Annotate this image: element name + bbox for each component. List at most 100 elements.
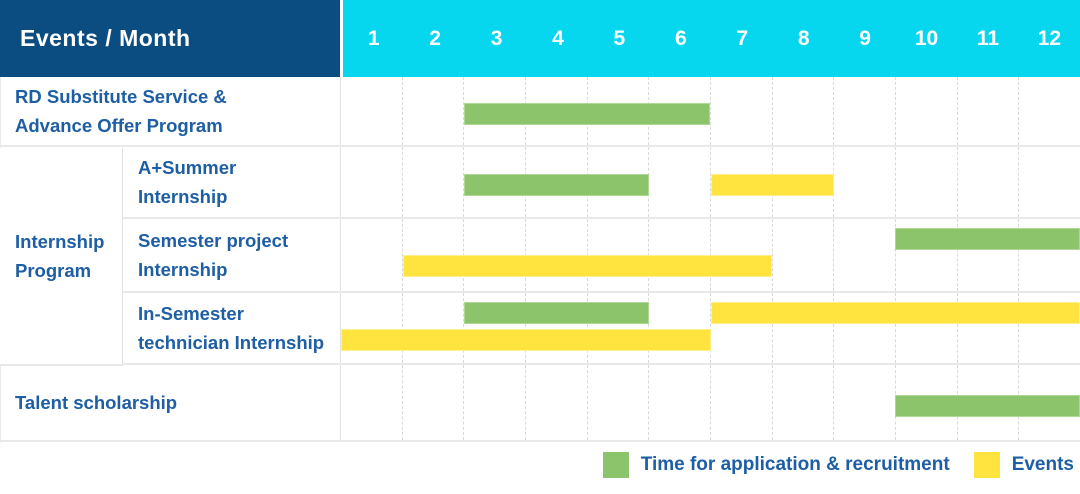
legend-item-application: Time for application & recruitment bbox=[602, 452, 950, 478]
month-grid-cell bbox=[771, 365, 834, 440]
month-grid-cell bbox=[956, 77, 1019, 145]
month-grid-cell bbox=[341, 77, 402, 145]
row-label-line: Talent scholarship bbox=[15, 392, 178, 413]
month-grid-cell bbox=[648, 147, 710, 217]
month-grid-cell bbox=[771, 219, 834, 291]
legend-label: Time for application & recruitment bbox=[640, 454, 950, 475]
gantt-bar-event bbox=[402, 255, 773, 277]
month-grid-cell bbox=[525, 293, 587, 363]
month-grid-cell bbox=[401, 293, 464, 363]
month-header-cell-12: 12 bbox=[1037, 26, 1062, 50]
month-grid-cell bbox=[586, 365, 649, 440]
gantt-bar-application bbox=[895, 228, 1080, 250]
row-label-line: Internship bbox=[138, 259, 228, 280]
month-grid-cell bbox=[341, 365, 402, 440]
gantt-row: A+Summer Internship bbox=[0, 147, 1080, 219]
month-grid-cell bbox=[895, 219, 957, 291]
gantt-row: Talent scholarship bbox=[0, 365, 1080, 442]
month-grid-cell bbox=[401, 365, 464, 440]
month-grid-cell bbox=[463, 365, 525, 440]
row-label-line: In-Semester bbox=[138, 303, 244, 324]
month-header-cell-3: 3 bbox=[490, 26, 503, 50]
group-label-line: Internship bbox=[15, 231, 105, 252]
group-label-line: Program bbox=[15, 260, 92, 281]
row-label-line: Advance Offer Program bbox=[15, 115, 223, 136]
row-label: Talent scholarship bbox=[0, 365, 340, 440]
legend-swatch-yellow bbox=[973, 452, 1000, 478]
row-chart-area bbox=[340, 365, 1080, 440]
gantt-bar-application bbox=[464, 302, 649, 324]
month-grid-cell bbox=[833, 147, 895, 217]
group-label-internship-program: Internship Program bbox=[0, 148, 123, 366]
month-header-cell-5: 5 bbox=[613, 26, 626, 50]
legend: Time for application & recruitment Events bbox=[602, 452, 1074, 478]
month-header-cell-6: 6 bbox=[674, 26, 687, 50]
row-chart-area bbox=[340, 293, 1080, 363]
month-header-cell-1: 1 bbox=[367, 26, 380, 50]
row-label-line: RD Substitute Service & bbox=[15, 86, 227, 107]
month-grid-cell bbox=[771, 77, 834, 145]
month-grid-cell bbox=[341, 147, 402, 217]
gantt-bar-event bbox=[710, 174, 834, 196]
row-label: Semester project Internship bbox=[123, 219, 340, 291]
month-header-cell-4: 4 bbox=[552, 26, 564, 50]
row-chart-area bbox=[340, 77, 1080, 145]
gantt-bar-application bbox=[895, 394, 1080, 417]
legend-label: Events bbox=[1011, 454, 1074, 475]
legend-swatch-green bbox=[602, 452, 629, 478]
legend-item-event: Events bbox=[973, 452, 1074, 478]
month-grid-cell bbox=[710, 365, 772, 440]
month-header-cell-9: 9 bbox=[859, 26, 871, 50]
month-header-cell-10: 10 bbox=[914, 26, 939, 50]
gantt-bar-application bbox=[464, 174, 649, 196]
month-grid-cell bbox=[463, 77, 525, 145]
month-grid-cell bbox=[463, 147, 525, 217]
month-grid-cell bbox=[1018, 293, 1080, 363]
gantt-row: Semester project Internship bbox=[0, 219, 1080, 293]
month-grid-cell bbox=[833, 365, 895, 440]
month-grid-cell bbox=[1018, 77, 1080, 145]
row-label-line: Semester project bbox=[138, 230, 289, 251]
month-grid-cell bbox=[648, 293, 710, 363]
month-header: 1 2 3 4 5 6 7 8 9 10 11 12 bbox=[340, 0, 1080, 77]
month-grid-cell bbox=[341, 219, 402, 291]
month-grid-cell bbox=[895, 147, 957, 217]
gantt-bar-application bbox=[464, 103, 711, 125]
gantt-bar-event bbox=[341, 329, 711, 351]
gantt-body: RD Substitute Service & Advance Offer Pro… bbox=[0, 77, 1080, 443]
month-header-cell-8: 8 bbox=[797, 26, 810, 50]
month-grid-cell bbox=[833, 77, 895, 145]
row-chart-area bbox=[340, 219, 1080, 291]
month-grid-cell bbox=[401, 147, 464, 217]
row-label-line: A+Summer bbox=[138, 157, 237, 178]
month-grid-cell bbox=[833, 293, 895, 363]
month-grid-cell bbox=[895, 77, 957, 145]
month-grid-cell bbox=[956, 147, 1019, 217]
row-label: A+Summer Internship bbox=[123, 147, 340, 217]
month-header-cell-2: 2 bbox=[429, 26, 441, 50]
header-title: Events / Month bbox=[20, 25, 191, 51]
month-gridlines bbox=[341, 293, 1080, 363]
month-grid-cell bbox=[648, 365, 710, 440]
month-grid-cell bbox=[525, 365, 587, 440]
month-grid-cell bbox=[710, 77, 772, 145]
month-header-cell-7: 7 bbox=[736, 26, 749, 50]
month-grid-cell bbox=[341, 293, 402, 363]
header-events-month-cell: Events / Month bbox=[0, 0, 340, 77]
month-grid-cell bbox=[463, 293, 525, 363]
month-grid-cell bbox=[833, 219, 895, 291]
month-grid-cell bbox=[586, 293, 649, 363]
row-label: RD Substitute Service & Advance Offer Pro… bbox=[0, 77, 340, 145]
month-grid-cell bbox=[401, 219, 464, 291]
row-label-line: Internship bbox=[138, 186, 228, 207]
month-grid-cell bbox=[956, 219, 1019, 291]
month-grid-cell bbox=[1018, 147, 1080, 217]
row-label: In-Semester technician Internship bbox=[123, 293, 340, 363]
row-chart-area bbox=[340, 147, 1080, 217]
gantt-row: RD Substitute Service & Advance Offer Pro… bbox=[0, 77, 1080, 147]
gantt-row: In-Semester technician Internship bbox=[0, 293, 1080, 365]
row-label-line: technician Internship bbox=[138, 332, 325, 353]
month-grid-cell bbox=[710, 293, 772, 363]
month-grid-cell bbox=[1018, 219, 1080, 291]
